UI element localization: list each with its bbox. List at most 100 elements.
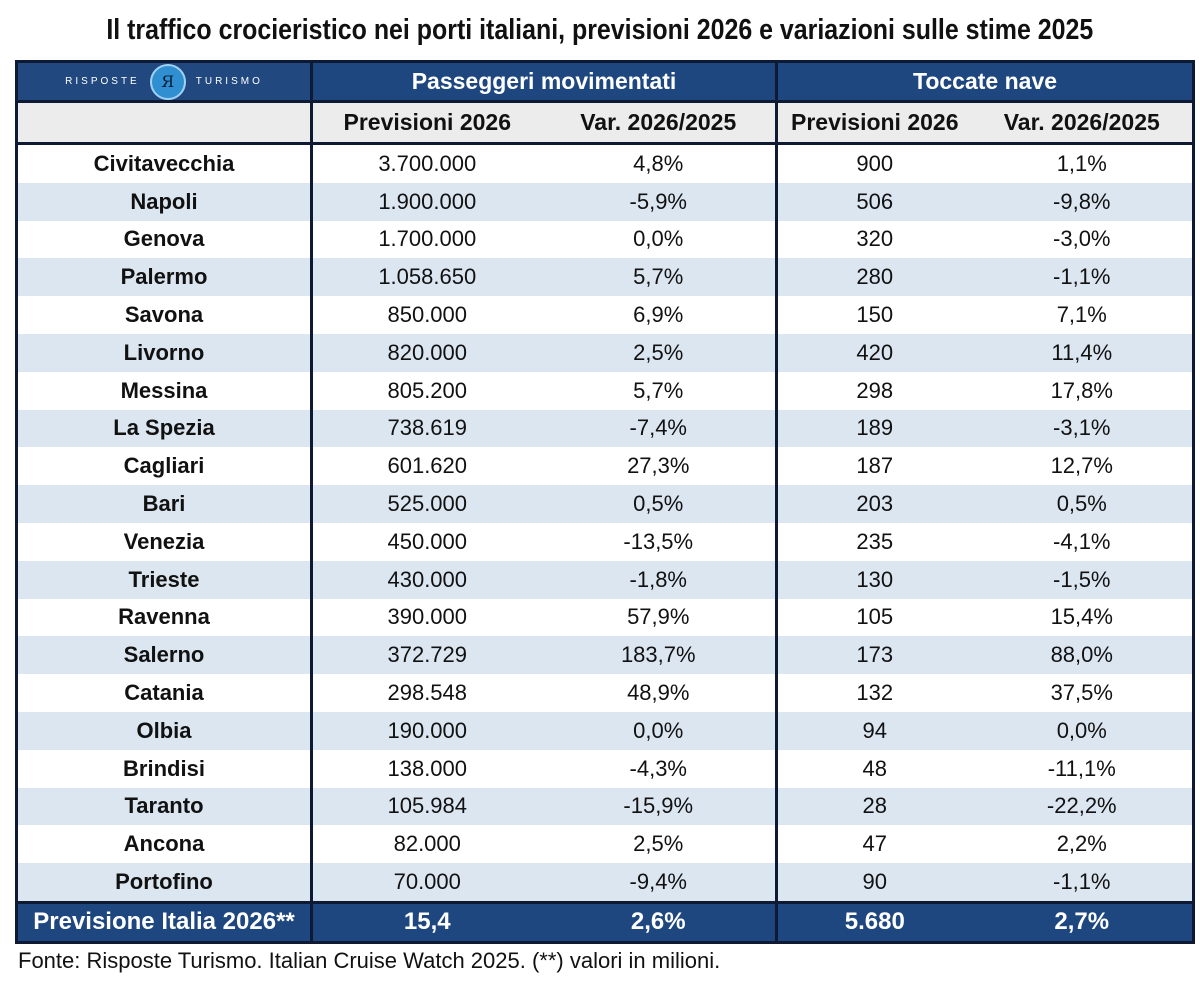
port-name: Livorno	[16, 333, 312, 372]
port-name: Cagliari	[123, 453, 205, 479]
pax-forecast: 850.000	[310, 296, 542, 334]
calls-variation: -4,1%	[1053, 528, 1111, 554]
port-name: Brindisi	[123, 755, 205, 781]
pax-forecast: 190.000	[310, 711, 542, 750]
port-name: Portofino	[16, 863, 312, 903]
logo-mark-icon: Я	[149, 63, 186, 100]
pax-forecast: 1.058.650	[310, 258, 542, 297]
port-name: Ravenna	[118, 604, 210, 630]
calls-variation: 88,0%	[971, 636, 1194, 675]
calls-forecast: 420	[775, 333, 972, 372]
total-pax-forecast: 15,4	[310, 900, 542, 943]
pax-forecast: 525.000	[310, 485, 542, 523]
pax-forecast: 1.700.000	[310, 220, 542, 259]
table-body: Civitavecchia 3.700.000 4,8% 900 1,1% Napoli 1…	[16, 141, 1194, 943]
calls-forecast: 320	[775, 220, 972, 259]
total-pax-variation: 2,6%	[541, 900, 777, 943]
source-footnote: Fonte: Risposte Turismo. Italian Cruise …	[18, 948, 721, 973]
pax-forecast: 820.000	[310, 333, 542, 372]
table-row: Taranto 105.984 -15,9% 28 -22,2%	[16, 787, 1194, 826]
total-row: Previsione Italia 2026** 15,4 2,6% 5.680 2,7…	[16, 900, 1194, 943]
pax-forecast: 430.000	[310, 560, 542, 599]
calls-variation: 2,2%	[1056, 831, 1107, 857]
table-row: Napoli 1.900.000 -5,9% 506 -9,8%	[16, 182, 1194, 221]
calls-forecast: 235	[775, 522, 972, 561]
pax-variation: 6,9%	[633, 302, 684, 328]
port-name: La Spezia	[16, 409, 312, 448]
port-name: Messina	[120, 377, 208, 403]
calls-forecast: 130	[775, 560, 972, 599]
calls-variation: -9,8%	[971, 182, 1194, 221]
calls-forecast: 132	[775, 674, 972, 712]
calls-variation: 7,1%	[1056, 302, 1107, 328]
page-title: Il traffico crocieristico nei porti ital…	[0, 14, 1200, 47]
total-calls-variation: 2,7%	[971, 900, 1194, 943]
pax-variation: -1,8%	[541, 560, 777, 599]
table-row: Livorno 820.000 2,5% 420 11,4%	[16, 333, 1194, 372]
cruise-traffic-table: RISPOSTE Я TURISMO Passeggeri movimentat…	[15, 60, 1196, 944]
calls-variation: 17,8%	[1050, 377, 1113, 403]
calls-forecast: 280	[775, 258, 972, 297]
table-row: Portofino 70.000 -9,4% 90 -1,1%	[16, 863, 1194, 903]
pax-forecast: 805.200	[310, 371, 542, 410]
table-row: La Spezia 738.619 -7,4% 189 -3,1%	[16, 409, 1194, 448]
port-name: Venezia	[123, 528, 205, 554]
table-row: Genova 1.700.000 0,0% 320 -3,0%	[17, 220, 1194, 259]
calls-variation: -1,5%	[971, 560, 1194, 599]
calls-forecast: 298	[775, 371, 972, 410]
calls-forecast: 90	[775, 863, 972, 903]
table-row: Bari 525.000 0,5% 203 0,5%	[16, 485, 1194, 523]
pax-variation: 183,7%	[541, 636, 777, 675]
subheader-pax-forecast: Previsioni 2026	[310, 100, 542, 144]
calls-forecast: 94	[775, 711, 972, 750]
subheader-calls-forecast: Previsioni 2026	[775, 100, 972, 144]
calls-variation: 15,4%	[1050, 604, 1113, 630]
table-row: Civitavecchia 3.700.000 4,8% 900 1,1%	[16, 141, 1194, 183]
pax-forecast: 390.000	[310, 598, 542, 637]
calls-forecast: 105	[775, 598, 972, 637]
table-row: Savona 850.000 6,9% 150 7,1%	[17, 296, 1194, 334]
port-name: Ancona	[123, 831, 205, 857]
logo-text-right: TURISMO	[195, 76, 263, 87]
table-row: Catania 298.548 48,9% 132 37,5%	[17, 674, 1194, 712]
calls-forecast: 48	[775, 749, 972, 788]
calls-variation: 1,1%	[971, 141, 1194, 183]
table-row: Trieste 430.000 -1,8% 130 -1,5%	[16, 560, 1194, 599]
pax-variation: -7,4%	[541, 409, 777, 448]
calls-forecast: 900	[775, 141, 972, 183]
pax-variation: 2,5%	[541, 333, 777, 372]
calls-forecast: 189	[775, 409, 972, 448]
total-port-name: Previsione Italia 2026**	[16, 900, 312, 943]
pax-variation: -15,9%	[541, 787, 777, 826]
port-name: Trieste	[16, 560, 312, 599]
port-name: Genova	[123, 226, 205, 252]
calls-forecast: 173	[775, 636, 972, 675]
table-row: Salerno 372.729 183,7% 173 88,0%	[16, 636, 1194, 675]
total-calls-forecast: 5.680	[775, 900, 972, 943]
port-name: Salerno	[16, 636, 312, 675]
port-name: Civitavecchia	[16, 141, 312, 183]
port-name: Savona	[124, 302, 204, 328]
calls-variation: -22,2%	[971, 787, 1194, 826]
calls-variation: -1,1%	[971, 863, 1194, 903]
pax-forecast: 298.548	[310, 674, 542, 712]
table-row: Olbia 190.000 0,0% 94 0,0%	[16, 711, 1194, 750]
table-row: Palermo 1.058.650 5,7% 280 -1,1%	[16, 258, 1194, 297]
calls-variation: -11,1%	[1047, 755, 1116, 781]
calls-variation: 11,4%	[971, 333, 1194, 372]
calls-forecast: 47	[775, 825, 972, 864]
pax-variation: -5,9%	[541, 182, 777, 221]
calls-variation: 0,0%	[971, 711, 1194, 750]
pax-variation: 0,5%	[541, 485, 777, 523]
calls-variation: 0,5%	[971, 485, 1194, 523]
pax-variation: 0,0%	[633, 226, 684, 252]
calls-variation: 12,7%	[1050, 453, 1113, 479]
pax-forecast: 372.729	[310, 636, 542, 675]
pax-forecast: 738.619	[310, 409, 542, 448]
calls-forecast: 150	[775, 296, 972, 334]
group-header-ship-calls: Toccate nave	[775, 61, 1194, 102]
pax-forecast: 1.900.000	[310, 182, 542, 221]
pax-variation: 48,9%	[627, 680, 690, 706]
group-header-passengers: Passeggeri movimentati	[309, 61, 777, 102]
calls-forecast: 187	[775, 447, 972, 486]
